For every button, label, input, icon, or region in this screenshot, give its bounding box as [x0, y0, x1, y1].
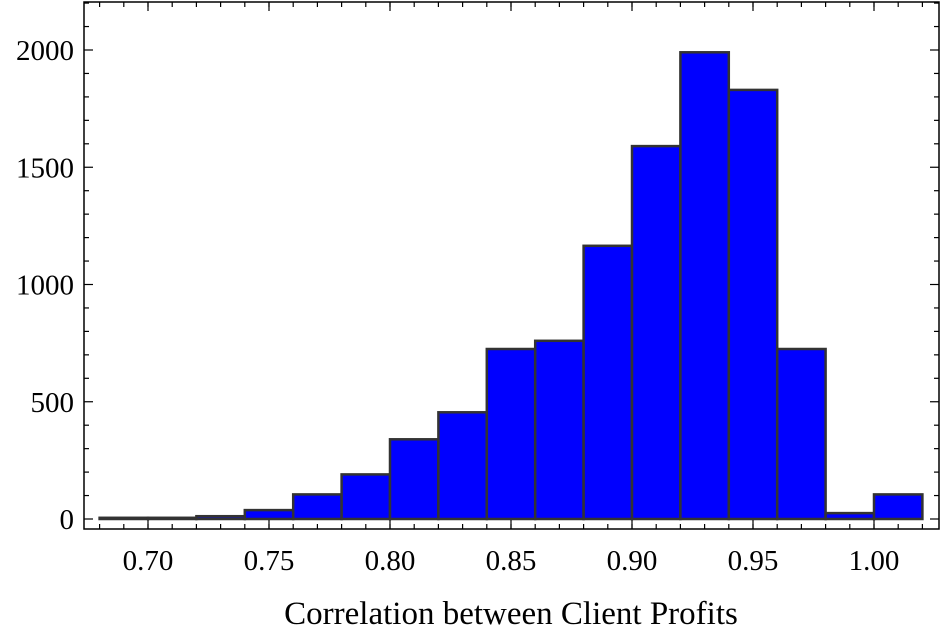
- y-tick-label: 1000: [16, 270, 74, 302]
- histogram-bar: [533, 339, 585, 521]
- y-tick-label: 2000: [16, 35, 74, 67]
- histogram-bar: [630, 144, 682, 521]
- histogram-bar: [872, 493, 924, 521]
- histogram-bar: [679, 51, 731, 521]
- histogram-bar: [824, 511, 876, 521]
- x-tick-label: 0.95: [728, 545, 779, 577]
- histogram-bar: [291, 493, 343, 521]
- histogram-bar: [485, 347, 537, 521]
- histogram-bar: [437, 411, 489, 521]
- y-axis-ticks: 0 500 1000 1500 2000: [16, 2, 939, 536]
- x-tick-label: 0.85: [486, 545, 537, 577]
- x-tick-label: 0.75: [244, 545, 295, 577]
- histogram-bar: [340, 473, 392, 521]
- histogram-bar: [727, 88, 779, 521]
- histogram-bar: [243, 508, 295, 521]
- histogram-bar: [775, 347, 827, 521]
- x-tick-label: 0.70: [123, 545, 174, 577]
- x-tick-label: 1.00: [849, 545, 900, 577]
- histogram-bar: [195, 514, 247, 521]
- y-tick-label: 0: [60, 504, 75, 536]
- histogram-bar: [98, 516, 150, 521]
- histogram-bar: [388, 438, 440, 521]
- x-axis-ticks: 0.70 0.75 0.80 0.85 0.90 0.95 1.00: [98, 2, 924, 577]
- x-tick-label: 0.90: [607, 545, 658, 577]
- histogram-bar: [146, 516, 198, 521]
- histogram-bars: [98, 51, 924, 521]
- x-tick-label: 0.80: [365, 545, 416, 577]
- histogram-bar: [582, 244, 634, 521]
- y-tick-label: 1500: [16, 152, 74, 184]
- y-tick-label: 500: [31, 387, 75, 419]
- x-axis-title: Correlation between Client Profits: [284, 596, 738, 632]
